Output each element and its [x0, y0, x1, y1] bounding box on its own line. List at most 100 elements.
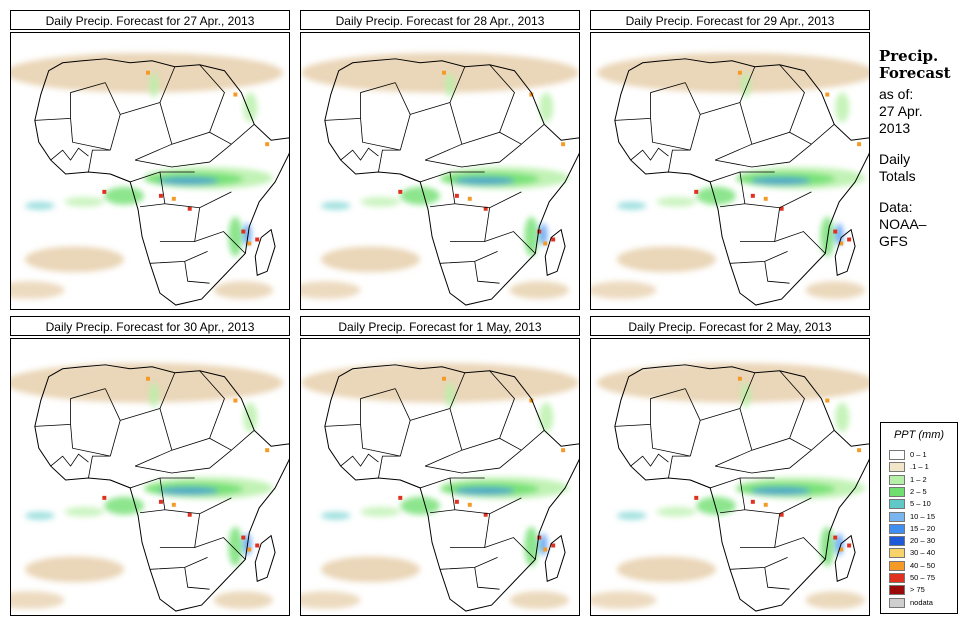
africa-coastline	[324, 58, 579, 306]
panel-title: Daily Precip. Forecast for 30 Apr., 2013	[10, 316, 290, 336]
legend-item: 5 – 10	[889, 499, 955, 510]
country-border	[739, 477, 812, 515]
side-title-line2: Forecast	[879, 64, 951, 82]
precip-patch	[158, 486, 219, 495]
heavy-precip-cell	[454, 193, 459, 198]
africa-map-svg	[591, 33, 869, 309]
heavy-precip-cell	[825, 398, 830, 403]
africa-map-svg	[11, 339, 289, 615]
panel-title: Daily Precip. Forecast for 29 Apr., 2013	[590, 10, 870, 30]
africa-coastline	[34, 364, 289, 612]
africa-coastline	[614, 58, 869, 306]
heavy-precip-cell	[839, 241, 844, 246]
precip-patch	[64, 196, 105, 207]
country-border	[140, 509, 165, 514]
precip-patch	[149, 382, 159, 408]
heavy-precip-cell	[847, 543, 852, 548]
country-border	[739, 171, 812, 209]
country-border	[461, 64, 515, 145]
legend-label: > 75	[910, 585, 925, 595]
country-border	[474, 261, 500, 284]
legend-item: .1 – 1	[889, 462, 955, 473]
heavy-precip-cell	[750, 193, 755, 198]
heavy-precip-cell	[857, 142, 862, 147]
country-border	[378, 149, 401, 173]
precip-patch	[24, 246, 125, 273]
heavy-precip-cell	[171, 196, 176, 201]
panel-title: Daily Precip. Forecast for 2 May, 2013	[590, 316, 870, 336]
heavy-precip-cell	[825, 92, 830, 97]
precip-patch	[656, 196, 697, 207]
heavy-precip-cell	[529, 92, 534, 97]
side-annotation: Precip. Forecast as of: 27 Apr. 2013 Dai…	[879, 48, 963, 250]
madagascar-outline	[254, 228, 276, 276]
heavy-precip-cell	[187, 512, 192, 517]
precip-patch	[805, 591, 866, 610]
precip-patch	[805, 281, 866, 300]
country-border	[88, 149, 111, 173]
heavy-precip-cell	[561, 448, 566, 453]
precip-patch	[820, 216, 835, 257]
heavy-precip-cell	[247, 547, 252, 552]
africa-map-svg	[301, 339, 579, 615]
legend-swatch	[889, 523, 905, 534]
madagascar-outline	[544, 534, 566, 582]
precip-patch	[243, 92, 258, 123]
country-border	[340, 147, 379, 161]
precip-map	[300, 32, 580, 310]
country-border	[120, 372, 176, 421]
heavy-precip-cell	[839, 547, 844, 552]
precip-patch	[591, 281, 657, 300]
country-border	[184, 567, 210, 590]
country-border	[474, 567, 500, 590]
country-border	[751, 370, 805, 451]
country-border	[50, 147, 89, 161]
heavy-precip-cell	[171, 502, 176, 507]
country-border	[684, 82, 701, 151]
country-border	[400, 171, 485, 183]
heavy-precip-cell	[102, 189, 107, 194]
heavy-precip-cell	[537, 229, 542, 234]
heavy-precip-cell	[467, 502, 472, 507]
heavy-precip-cell	[255, 543, 260, 548]
madagascar-outline	[834, 228, 856, 276]
country-border	[360, 424, 401, 457]
country-border	[400, 477, 485, 489]
precip-field	[301, 52, 579, 300]
legend-label: 30 – 40	[910, 548, 936, 558]
asof-line2: 27 Apr.	[879, 103, 923, 119]
country-border	[630, 147, 669, 161]
africa-map-svg	[11, 33, 289, 309]
legend-item: 30 – 40	[889, 548, 955, 559]
heavy-precip-cell	[241, 229, 246, 234]
precip-field	[591, 52, 869, 300]
heavy-precip-cell	[247, 241, 252, 246]
country-border	[70, 424, 111, 457]
country-border	[110, 171, 195, 183]
precip-patch	[243, 402, 258, 433]
precip-patch	[591, 591, 657, 610]
country-border	[449, 477, 522, 515]
precip-patch	[228, 216, 243, 257]
country-border	[449, 171, 522, 209]
heavy-precip-cell	[441, 376, 446, 381]
country-border	[88, 455, 111, 479]
heavy-precip-cell	[255, 237, 260, 242]
legend-title: PPT (mm)	[893, 429, 945, 441]
country-border	[70, 118, 111, 151]
heavy-precip-cell	[454, 499, 459, 504]
map-panel-1: Daily Precip. Forecast for 27 Apr., 2013	[10, 10, 290, 310]
country-border	[484, 537, 536, 560]
precip-patch	[454, 176, 515, 185]
legend-label: 50 – 75	[910, 573, 936, 582]
country-border	[789, 124, 835, 145]
precip-patch	[835, 223, 844, 246]
country-border	[715, 449, 812, 474]
country-border	[324, 82, 396, 121]
heavy-precip-cell	[779, 512, 784, 517]
precip-patch	[539, 92, 554, 123]
country-border	[499, 124, 545, 145]
precip-patch	[11, 281, 65, 300]
country-border	[700, 66, 756, 115]
data-line2: NOAA–	[879, 216, 927, 232]
